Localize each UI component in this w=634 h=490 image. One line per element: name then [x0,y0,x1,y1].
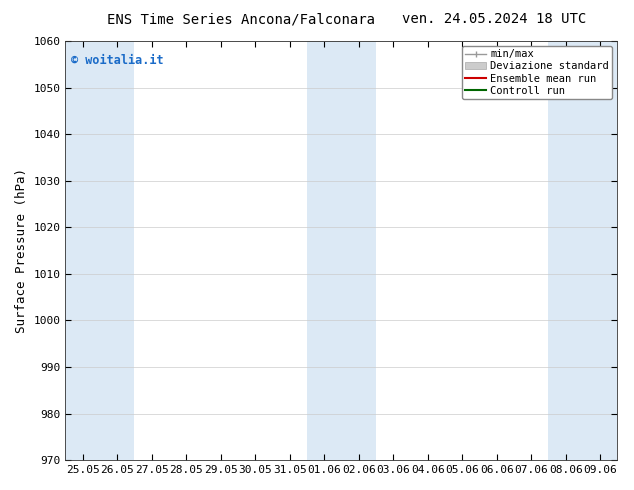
Text: ven. 24.05.2024 18 UTC: ven. 24.05.2024 18 UTC [403,12,586,26]
Bar [65,41,134,460]
Bar [548,41,618,460]
Bar [307,41,376,460]
Text: ENS Time Series Ancona/Falconara: ENS Time Series Ancona/Falconara [107,12,375,26]
Legend: min/max, Deviazione standard, Ensemble mean run, Controll run: min/max, Deviazione standard, Ensemble m… [462,46,612,99]
Y-axis label: Surface Pressure (hPa): Surface Pressure (hPa) [15,168,28,333]
Text: © woitalia.it: © woitalia.it [71,53,164,67]
